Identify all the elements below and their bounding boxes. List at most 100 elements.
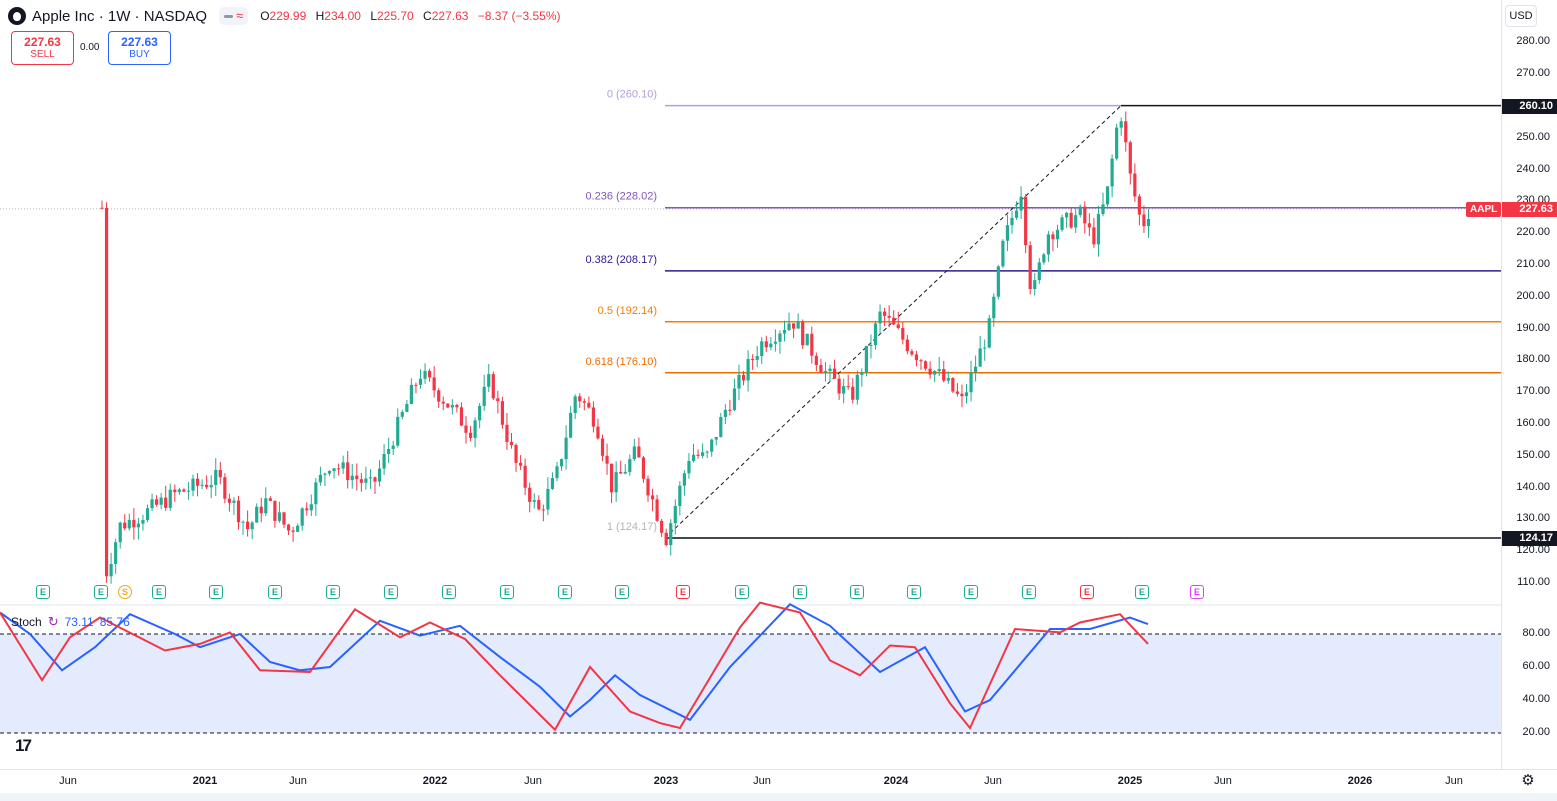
settings-gear-icon[interactable]: ⚙: [1521, 772, 1535, 789]
candle-body: [650, 495, 655, 500]
candle-body: [273, 500, 277, 521]
earnings-marker-icon[interactable]: E: [615, 585, 629, 599]
earnings-marker-icon[interactable]: E: [268, 585, 282, 599]
candle-body: [928, 368, 932, 375]
earnings-marker-icon[interactable]: E: [793, 585, 807, 599]
candle-body: [691, 454, 696, 462]
earnings-marker-icon[interactable]: E: [558, 585, 572, 599]
candle-body: [1092, 227, 1096, 245]
candle-body: [723, 409, 727, 418]
wave-icon[interactable]: ≈: [236, 8, 244, 23]
close-value: 227.63: [431, 9, 469, 23]
candle-body: [974, 366, 978, 373]
time-axis[interactable]: ⚙ Jun 2021 Jun 2022 Jun 2023 Jun 2024 Jun 2025 Jun…: [0, 769, 1557, 794]
candle-body: [710, 439, 714, 452]
candle-body: [1142, 214, 1146, 227]
candle-body: [468, 432, 473, 438]
candle-body: [1074, 215, 1078, 228]
candle-body: [195, 478, 200, 486]
candle-body: [1001, 240, 1005, 267]
earnings-marker-icon[interactable]: E: [1135, 585, 1149, 599]
tradingview-logo-icon[interactable]: 17: [15, 736, 32, 755]
sell-button[interactable]: 227.63 SELL: [11, 31, 74, 65]
legend-toggle[interactable]: ≈: [219, 7, 249, 25]
earnings-marker-icon[interactable]: E: [94, 585, 108, 599]
earnings-marker-icon[interactable]: E: [964, 585, 978, 599]
symbol-legend: Apple Inc · 1W · NASDAQ ≈ O229.99 H234.0…: [8, 5, 567, 27]
candle-body: [423, 370, 427, 379]
stochastic-pane[interactable]: [0, 601, 1501, 734]
candle-body: [564, 437, 568, 460]
candle-body: [923, 361, 928, 369]
candle-body: [587, 402, 591, 408]
candle-body: [851, 386, 855, 400]
earnings-marker-icon[interactable]: E: [850, 585, 864, 599]
price-axis-label: 240.00: [1516, 162, 1550, 175]
time-axis-label: Jun: [289, 775, 307, 787]
candle-body: [437, 390, 441, 402]
symbol-title[interactable]: Apple Inc · 1W · NASDAQ: [32, 7, 208, 25]
earnings-marker-icon[interactable]: E: [152, 585, 166, 599]
candle-body: [528, 487, 532, 502]
candle-body: [955, 391, 959, 394]
candle-body: [209, 484, 213, 488]
candle-body: [641, 457, 646, 479]
earnings-marker-icon[interactable]: E: [209, 585, 223, 599]
price-axis-label: 170.00: [1516, 385, 1550, 398]
candle-body: [332, 468, 336, 471]
fibonacci-retracement[interactable]: 0 (260.10) 0.236 (228.02) 0.382 (208.17) 0.…: [0, 89, 1501, 539]
earnings-marker-icon[interactable]: E: [326, 585, 340, 599]
candle-body: [1119, 121, 1123, 128]
candle-body: [118, 522, 122, 543]
chart-area[interactable]: 0 (260.10) 0.236 (228.02) 0.382 (208.17) 0.…: [0, 0, 1501, 769]
earnings-marker-icon[interactable]: E: [36, 585, 50, 599]
candle-body: [910, 351, 914, 355]
candle-body: [1042, 254, 1046, 263]
candle-body: [182, 489, 186, 492]
candle-body: [405, 403, 409, 412]
dividend-marker-icon[interactable]: S: [118, 585, 132, 599]
candle-body: [664, 532, 668, 546]
currency-selector[interactable]: USD: [1505, 5, 1537, 27]
earnings-marker-icon[interactable]: E: [907, 585, 921, 599]
candlestick-series[interactable]: [100, 111, 1151, 584]
earnings-marker-icon[interactable]: E: [676, 585, 690, 599]
earnings-marker-icon[interactable]: E: [1022, 585, 1036, 599]
stoch-name[interactable]: Stoch: [11, 615, 42, 629]
candle-body: [359, 479, 363, 483]
earnings-marker-icon[interactable]: E: [442, 585, 456, 599]
candle-body: [186, 490, 191, 492]
candle-body: [346, 462, 350, 481]
buy-button[interactable]: 227.63 BUY: [108, 31, 171, 65]
candle-body: [377, 468, 382, 482]
earnings-marker-icon[interactable]: E: [1190, 585, 1204, 599]
earnings-marker-icon[interactable]: E: [735, 585, 749, 599]
candle-body: [327, 470, 332, 474]
candle-body: [227, 498, 231, 503]
candle-body: [464, 425, 468, 433]
candle-body: [241, 521, 245, 523]
earnings-marker-icon[interactable]: E: [500, 585, 514, 599]
price-axis-label: 190.00: [1516, 321, 1550, 334]
earnings-marker-icon[interactable]: E: [1080, 585, 1094, 599]
chart-canvas[interactable]: 0 (260.10) 0.236 (228.02) 0.382 (208.17) 0.…: [0, 0, 1501, 769]
candle-body: [728, 409, 732, 411]
candle-body: [1133, 173, 1137, 197]
candle-body: [159, 497, 163, 505]
earnings-marker-icon[interactable]: E: [384, 585, 398, 599]
price-axis-label: 270.00: [1516, 67, 1550, 80]
candle-body: [773, 341, 777, 344]
stoch-band: [0, 634, 1501, 733]
price-scale[interactable]: 280.00270.00260.00250.00240.00230.00220.…: [1501, 0, 1557, 769]
candle-body: [145, 508, 150, 521]
price-axis-label: 130.00: [1516, 512, 1550, 525]
candle-body: [100, 207, 104, 209]
stoch-axis-label: 60.00: [1522, 660, 1550, 672]
loading-icon: ↻: [47, 614, 59, 629]
candle-body: [173, 489, 177, 493]
minimize-icon[interactable]: [224, 14, 234, 18]
candle-body: [1137, 196, 1141, 215]
candle-body: [255, 506, 259, 523]
time-axis-label: Jun: [524, 775, 542, 787]
candle-body: [387, 448, 391, 454]
